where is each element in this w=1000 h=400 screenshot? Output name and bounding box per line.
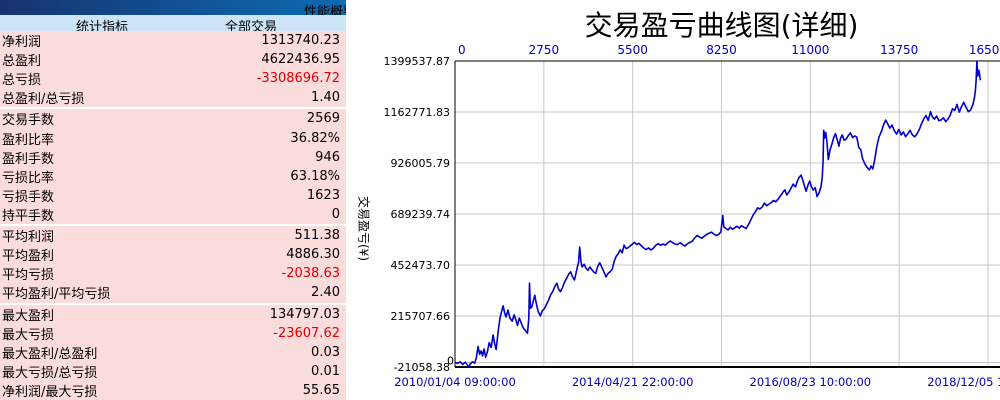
- chart-panel: 交易盈亏曲线图(详细) 交易盈亏(¥) 0 2750 5500 8250 11000 13…: [346, 0, 1000, 400]
- table-row: 交易手数 2569: [0, 107, 346, 129]
- table-row: 总盈利 4622436.95: [0, 50, 346, 70]
- x-axis-date-label: 2016/08/23 10:00:00: [750, 375, 872, 389]
- table-row: 盈利比率 36.82%: [0, 128, 346, 148]
- stat-value: 63.18%: [290, 168, 340, 184]
- stat-label: 盈利比率: [2, 132, 55, 148]
- stat-value: 1623: [306, 187, 340, 203]
- stat-label: 最大亏损/总亏损: [2, 365, 98, 381]
- stat-label: 平均亏损: [2, 268, 55, 284]
- table-row: 盈利手数 946: [0, 147, 346, 167]
- stat-value: 0.03: [311, 344, 340, 360]
- y-axis-tick-label: 215707.66: [391, 310, 451, 323]
- stat-label: 最大盈利: [2, 308, 55, 324]
- x-axis-date-label: 2018/12/05 10:00:00: [927, 375, 1000, 389]
- stat-label: 平均盈利: [2, 249, 55, 265]
- stat-value: -23607.62: [273, 325, 340, 341]
- table-row: 平均亏损 -2038.63: [0, 264, 346, 284]
- stat-value: -3308696.72: [256, 71, 340, 87]
- stat-value: 4622436.95: [261, 52, 340, 68]
- stat-label: 亏损手数: [2, 189, 55, 205]
- stat-value: 1.40: [311, 90, 340, 106]
- y-axis-title: 交易盈亏(¥): [356, 196, 371, 261]
- y-axis-tick-label: 452473.70: [391, 259, 451, 272]
- table-row: 最大盈利 134797.03: [0, 302, 346, 324]
- stat-value: 134797.03: [269, 306, 340, 322]
- table-row: 平均盈利 4886.30: [0, 245, 346, 265]
- zero-label: 0: [447, 354, 454, 367]
- stat-value: 36.82%: [290, 130, 340, 146]
- chart-title: 交易盈亏曲线图(详细): [584, 9, 859, 42]
- table-row: 总盈利/总亏损 1.40: [0, 88, 346, 108]
- top-axis-tick-label: 5500: [617, 43, 648, 57]
- y-axis-tick-label: 689239.74: [391, 208, 451, 221]
- table-row: 持平手数 0: [0, 204, 346, 225]
- table-row: 亏损比率 63.18%: [0, 166, 346, 186]
- stat-label: 总亏损: [2, 73, 42, 89]
- table-row: 最大盈利/总盈利 0.03: [0, 342, 346, 362]
- stat-label: 盈利手数: [2, 151, 55, 167]
- y-axis-tick-label: 1162771.83: [384, 106, 450, 119]
- table-row: 净利润 1313740.23: [0, 31, 346, 51]
- stat-value: 2569: [306, 111, 340, 127]
- profit-curve-chart: 0 2750 5500 8250 11000 13750 16500 1399537.87 11…: [384, 43, 1000, 389]
- stat-label: 净利润: [2, 35, 42, 51]
- table-row: 最大亏损 -23607.62: [0, 323, 346, 343]
- stat-label: 平均利润: [2, 230, 55, 246]
- stat-label: 最大盈利/总盈利: [2, 346, 98, 362]
- top-axis-tick-label: 16500: [969, 43, 1000, 57]
- table-row: 平均盈利/平均亏损 2.40: [0, 283, 346, 303]
- stat-value: 0: [331, 207, 340, 223]
- x-axis-date-label: 2014/04/21 22:00:00: [572, 375, 694, 389]
- stat-label: 平均盈利/平均亏损: [2, 287, 111, 303]
- panel-title-label: 性能概要: [304, 5, 346, 15]
- stat-value: 0.01: [311, 363, 340, 379]
- table-row: 最大亏损/总亏损 0.01: [0, 361, 346, 381]
- stat-label: 持平手数: [2, 209, 55, 225]
- stat-label: 净利润/最大亏损: [2, 385, 98, 400]
- stat-label: 最大亏损: [2, 327, 55, 343]
- stat-value: 1313740.23: [261, 33, 340, 49]
- stat-label: 总盈利/总亏损: [2, 92, 85, 108]
- table-row: 亏损手数 1623: [0, 185, 346, 205]
- x-axis-date-label: 2010/01/04 09:00:00: [394, 375, 516, 389]
- y-axis-tick-label: -21058.38: [394, 361, 450, 374]
- stat-label: 交易手数: [2, 113, 55, 129]
- table-row: 净利润/最大亏损 55.65: [0, 380, 346, 400]
- stat-value: 4886.30: [286, 247, 340, 263]
- table-row: 平均利润 511.38: [0, 224, 346, 246]
- stat-value: 55.65: [302, 383, 340, 399]
- table-header: 统计指标 全部交易: [0, 15, 346, 35]
- stat-value: 946: [315, 149, 340, 165]
- top-axis-tick-label: 2750: [529, 43, 560, 57]
- stat-value: 2.40: [311, 285, 340, 301]
- stat-value: 511.38: [294, 228, 341, 244]
- profit-curve-line: [454, 60, 982, 368]
- top-axis-tick-label: 8250: [706, 43, 737, 57]
- stat-value: -2038.63: [281, 266, 340, 282]
- y-axis-tick-label: 926005.79: [391, 157, 451, 170]
- stats-panel: 性能概要 统计指标 全部交易 净利润 1313740.23 总盈利 4622436.9…: [0, 0, 346, 400]
- top-axis-tick-label: 11000: [791, 43, 829, 57]
- top-axis-tick-label: 0: [458, 43, 466, 57]
- top-axis-tick-label: 13750: [880, 43, 918, 57]
- y-axis-tick-label: 1399537.87: [384, 55, 450, 68]
- panel-title-bar: 性能概要: [0, 0, 346, 15]
- stat-label: 总盈利: [2, 54, 42, 70]
- stats-rows: 净利润 1313740.23 总盈利 4622436.95 总亏损 -3308696.72…: [0, 31, 346, 400]
- table-row: 总亏损 -3308696.72: [0, 69, 346, 89]
- stat-label: 亏损比率: [2, 170, 55, 186]
